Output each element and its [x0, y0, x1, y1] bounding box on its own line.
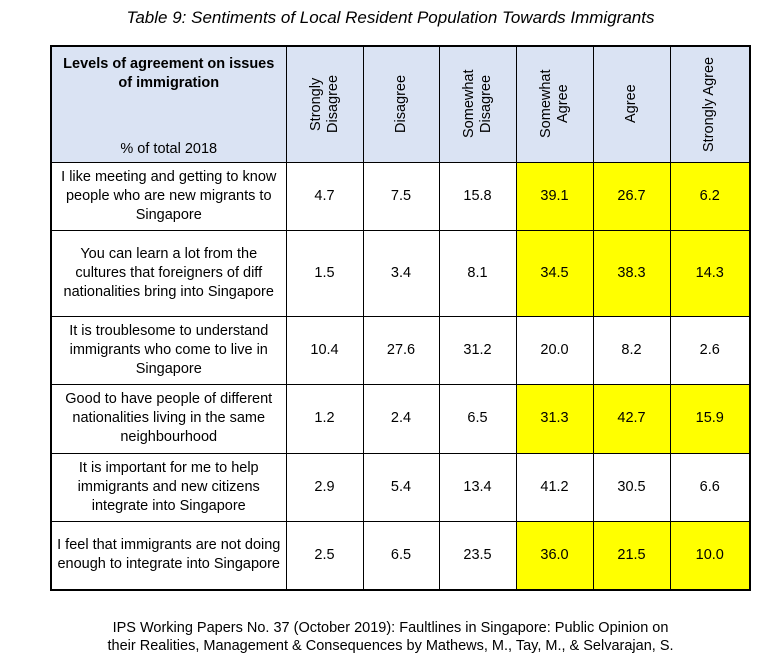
table-row: I feel that immigrants are not doing eno… [50, 520, 751, 591]
value-cell: 20.0 [515, 315, 594, 385]
value-cell: 14.3 [669, 229, 751, 317]
value-cell: 38.3 [592, 229, 671, 317]
value-cell: 2.9 [285, 452, 364, 522]
value-cell: 36.0 [515, 520, 594, 591]
value-cell: 2.4 [362, 383, 440, 454]
value-cell: 5.4 [362, 452, 440, 522]
row-label: It is troublesome to understand immigran… [50, 315, 287, 385]
column-header-label: Somewhat Disagree [460, 70, 494, 139]
header-sub: % of total 2018 [120, 141, 218, 158]
value-cell: 3.4 [362, 229, 440, 317]
value-cell: 2.5 [285, 520, 364, 591]
value-cell: 4.7 [285, 161, 364, 231]
column-header: Somewhat Disagree [438, 45, 517, 163]
row-label: I like meeting and getting to know peopl… [50, 161, 287, 231]
column-header: Agree [592, 45, 671, 163]
value-cell: 15.9 [669, 383, 751, 454]
value-cell: 27.6 [362, 315, 440, 385]
value-cell: 8.2 [592, 315, 671, 385]
value-cell: 34.5 [515, 229, 594, 317]
column-header-label: Somewhat Agree [537, 70, 571, 139]
value-cell: 15.8 [438, 161, 517, 231]
value-cell: 42.7 [592, 383, 671, 454]
column-header-label: Agree [623, 84, 639, 124]
value-cell: 6.6 [669, 452, 751, 522]
value-cell: 13.4 [438, 452, 517, 522]
value-cell: 23.5 [438, 520, 517, 591]
row-label: You can learn a lot from the cultures th… [50, 229, 287, 317]
column-header: Strongly Disagree [285, 45, 364, 163]
column-header-label: Disagree [392, 75, 409, 134]
value-cell: 30.5 [592, 452, 671, 522]
value-cell: 39.1 [515, 161, 594, 231]
header-label: Levels of agreement on issues of immigra… [63, 56, 275, 92]
value-cell: 6.5 [362, 520, 440, 591]
value-cell: 41.2 [515, 452, 594, 522]
column-header: Somewhat Agree [515, 45, 594, 163]
header-cell: Levels of agreement on issues of immigra… [50, 45, 287, 163]
column-header-label: Strongly Agree [701, 56, 718, 152]
row-label: Good to have people of different nationa… [50, 383, 287, 454]
value-cell: 10.0 [669, 520, 751, 591]
value-cell: 26.7 [592, 161, 671, 231]
value-cell: 21.5 [592, 520, 671, 591]
value-cell: 1.5 [285, 229, 364, 317]
column-header-label: Strongly Disagree [307, 75, 341, 134]
value-cell: 6.2 [669, 161, 751, 231]
value-cell: 2.6 [669, 315, 751, 385]
source-line: IPS Working Papers No. 37 (October 2019)… [112, 620, 669, 636]
column-header: Disagree [362, 45, 440, 163]
row-label: I feel that immigrants are not doing eno… [50, 520, 287, 591]
data-table: Levels of agreement on issues of immigra… [50, 45, 751, 591]
value-cell: 8.1 [438, 229, 517, 317]
value-cell: 1.2 [285, 383, 364, 454]
row-label: It is important for me to help immigrant… [50, 452, 287, 522]
table-title: Table 9: Sentiments of Local Resident Po… [126, 8, 655, 27]
table-row: Good to have people of different nationa… [50, 383, 751, 454]
source-note: IPS Working Papers No. 37 (October 2019)… [0, 619, 781, 655]
value-cell: 7.5 [362, 161, 440, 231]
column-header: Strongly Agree [669, 45, 751, 163]
value-cell: 6.5 [438, 383, 517, 454]
header-row: Levels of agreement on issues of immigra… [50, 45, 751, 163]
source-line: their Realities, Management & Consequenc… [107, 638, 674, 654]
table-row: It is important for me to help immigrant… [50, 452, 751, 522]
table-row: It is troublesome to understand immigran… [50, 315, 751, 385]
value-cell: 31.2 [438, 315, 517, 385]
value-cell: 10.4 [285, 315, 364, 385]
table-row: I like meeting and getting to know peopl… [50, 161, 751, 231]
value-cell: 31.3 [515, 383, 594, 454]
table-row: You can learn a lot from the cultures th… [50, 229, 751, 317]
